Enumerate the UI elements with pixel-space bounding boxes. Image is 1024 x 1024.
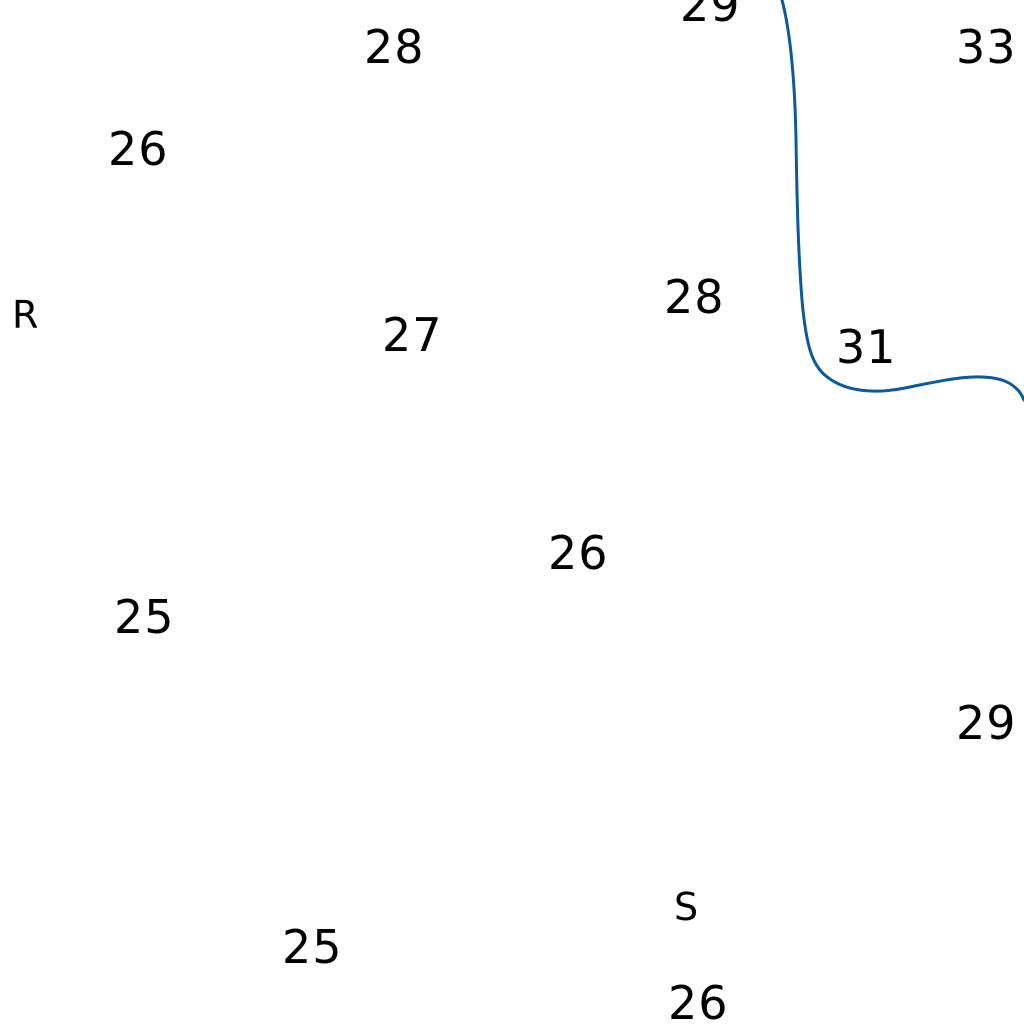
depth-sounding-26-northwest: 26 [108, 122, 169, 176]
depth-sounding-25-south: 25 [282, 920, 343, 974]
depth-sounding-28-center: 28 [664, 270, 725, 324]
depth-contour-line [780, 0, 1024, 402]
depth-sounding-26-south: 26 [668, 976, 729, 1024]
seabed-type-sand: S [674, 885, 699, 929]
depth-sounding-31: 31 [836, 320, 897, 374]
depth-sounding-25-west: 25 [114, 590, 175, 644]
depth-sounding-27: 27 [382, 308, 443, 362]
depth-sounding-29-top: 29 [680, 0, 741, 32]
depth-sounding-29-east: 29 [956, 696, 1017, 750]
depth-sounding-33: 33 [956, 20, 1017, 74]
depth-sounding-28-north: 28 [364, 20, 425, 74]
depth-sounding-26-center: 26 [548, 526, 609, 580]
seabed-type-rock: R [12, 293, 39, 337]
